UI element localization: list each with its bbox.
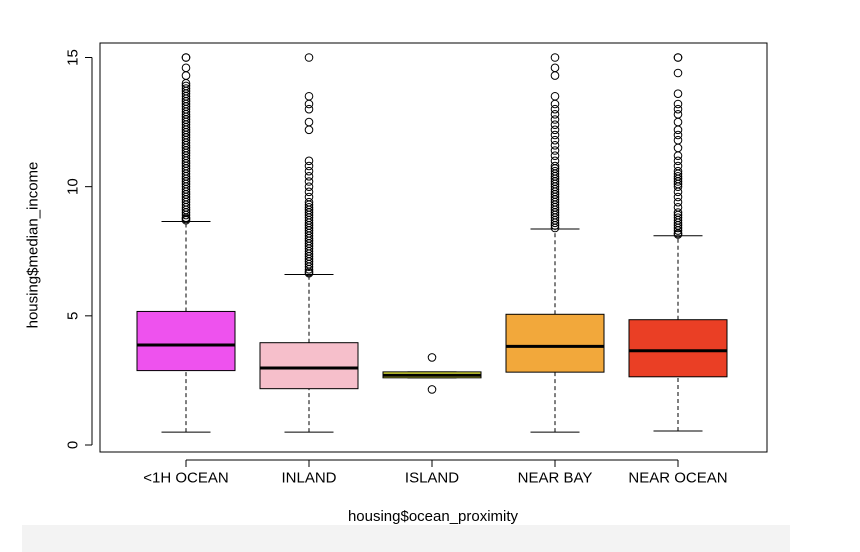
outlier-point — [550, 151, 560, 160]
outlier-point — [304, 187, 314, 197]
outlier-point — [673, 156, 683, 166]
outlier-point — [673, 99, 683, 109]
outlier-point — [181, 63, 191, 73]
outlier-point — [673, 125, 683, 135]
outlier-point — [550, 156, 560, 166]
y-tick-label: 15 — [65, 49, 82, 66]
box-group — [136, 53, 236, 433]
bottom-strip — [22, 525, 790, 552]
x-tick-label: <1H OCEAN — [143, 470, 228, 487]
outlier-point — [304, 117, 314, 127]
x-tick-label: NEAR BAY — [518, 470, 593, 487]
outlier-point — [673, 53, 683, 62]
outlier-point — [550, 115, 560, 124]
x-tick-label: NEAR OCEAN — [628, 470, 727, 487]
outlier-point — [550, 53, 560, 62]
outlier-point — [304, 104, 314, 114]
outlier-point — [304, 91, 314, 101]
outlier-point — [673, 166, 683, 176]
outlier-point — [673, 208, 683, 217]
outlier-point — [673, 130, 683, 140]
outlier-point — [673, 161, 683, 171]
y-tick-label: 5 — [65, 312, 82, 320]
outlier-point — [673, 104, 683, 114]
outlier-point — [181, 53, 191, 62]
outlier-point — [550, 166, 560, 176]
box-group — [259, 53, 359, 433]
outlier-point — [673, 143, 683, 153]
boxes — [136, 53, 728, 433]
outlier-point — [550, 120, 560, 129]
outlier-point — [673, 192, 683, 202]
outlier-point — [304, 177, 314, 186]
y-tick-label: 10 — [65, 178, 82, 195]
outlier-point — [181, 84, 191, 93]
box — [628, 319, 728, 378]
outlier-point — [550, 130, 560, 140]
outlier-point — [304, 53, 314, 62]
outlier-point — [181, 71, 191, 80]
y-axis: 0 5 10 15 — [65, 49, 93, 449]
outlier-point — [427, 353, 437, 362]
outlier-point — [304, 166, 314, 176]
outlier-point — [550, 125, 560, 135]
box — [136, 310, 236, 372]
outlier-point — [427, 385, 437, 394]
x-axis-label: housing$ocean_proximity — [347, 508, 519, 525]
outlier-point — [550, 141, 560, 150]
outlier-point — [550, 146, 560, 155]
box-group — [628, 53, 728, 432]
outlier-point — [673, 197, 683, 207]
outlier-point — [673, 110, 683, 119]
plot-frame — [99, 42, 768, 453]
outlier-point — [304, 203, 314, 212]
outlier-point — [550, 99, 560, 109]
box — [505, 313, 605, 373]
outlier-point — [304, 156, 314, 166]
outlier-point — [304, 99, 314, 109]
y-axis-label: housing$median_income — [24, 161, 42, 329]
outlier-point — [304, 161, 314, 171]
outlier-point — [550, 110, 560, 119]
outlier-point — [673, 151, 683, 160]
outlier-point — [550, 91, 560, 101]
box — [259, 342, 359, 390]
outlier-point — [673, 172, 683, 181]
x-tick-label: INLAND — [281, 470, 336, 487]
x-tick-label: ISLAND — [405, 470, 459, 487]
outlier-point — [673, 213, 683, 222]
outlier-point — [550, 135, 560, 145]
outlier-point — [304, 197, 314, 207]
outlier-point — [304, 125, 314, 135]
outlier-point — [673, 135, 683, 145]
outlier-point — [673, 203, 683, 212]
outlier-point — [304, 172, 314, 181]
outlier-point — [304, 182, 314, 191]
outlier-point — [550, 71, 560, 80]
box-group — [382, 353, 482, 394]
outlier-point — [550, 63, 560, 73]
outlier-point — [304, 192, 314, 202]
x-axis: <1H OCEAN INLAND ISLAND NEAR BAY NEAR OCEAN — [143, 459, 728, 487]
outlier-point — [673, 117, 683, 127]
outlier-point — [673, 68, 683, 78]
outlier-point — [550, 104, 560, 114]
outlier-point — [550, 161, 560, 171]
box-group — [505, 53, 605, 433]
outlier-point — [673, 89, 683, 98]
y-tick-label: 0 — [65, 441, 82, 449]
outlier-point — [181, 81, 191, 91]
